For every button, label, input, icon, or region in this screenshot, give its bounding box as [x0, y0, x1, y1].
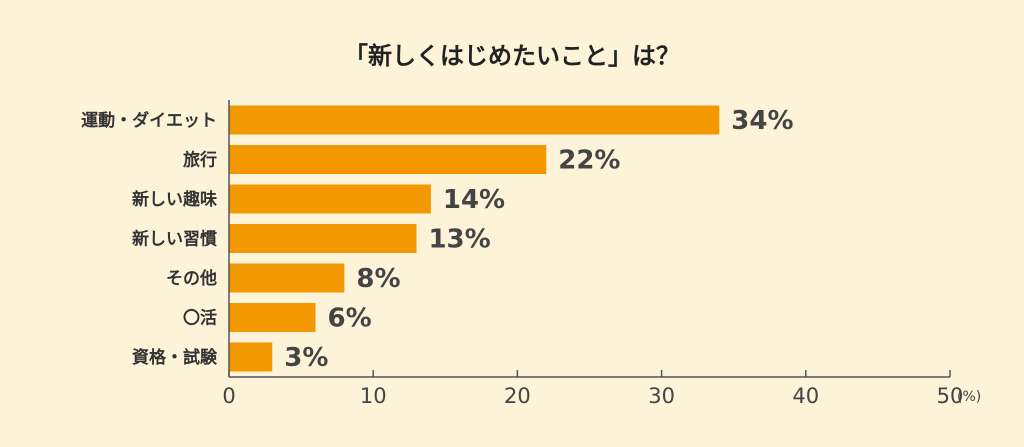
value-label: 3% — [284, 343, 328, 373]
value-label: 22% — [558, 146, 620, 176]
category-label: 運動・ダイエット — [81, 110, 217, 131]
value-label: 14% — [443, 185, 505, 215]
category-label: 新しい趣味 — [132, 189, 217, 210]
bar — [229, 145, 547, 174]
category-label: 〇活 — [183, 308, 217, 329]
category-label: 新しい習慣 — [132, 229, 217, 250]
bar — [229, 224, 417, 253]
x-tick-label: 40 — [792, 384, 819, 408]
value-label: 13% — [428, 225, 490, 255]
bar — [229, 105, 720, 135]
x-axis: 0 10 20 30 40 50(%) — [222, 100, 981, 408]
x-tick-label: 20 — [504, 384, 531, 408]
x-tick-label: 30 — [648, 384, 675, 408]
bar — [229, 342, 273, 372]
category-label: 旅行 — [183, 150, 217, 171]
x-tick-label: 50 — [937, 384, 964, 408]
value-label: 6% — [328, 304, 372, 334]
category-label: 資格・試験 — [132, 347, 218, 368]
bar — [229, 263, 345, 293]
category-label: その他 — [166, 268, 217, 289]
x-tick-label: 0 — [222, 384, 235, 408]
x-unit-label: (%) — [957, 389, 981, 405]
value-label: 34% — [731, 106, 793, 136]
bars-group: 運動・ダイエット 34% 旅行 22% 新しい趣味 14% 新しい習慣 13% その他 8% 〇活 6… — [81, 105, 794, 373]
value-label: 8% — [356, 264, 400, 294]
bar — [229, 184, 431, 214]
chart-title: 「新しくはじめたいこと」は？ — [344, 42, 680, 70]
x-tick-label: 10 — [360, 384, 387, 408]
bar — [229, 303, 316, 332]
